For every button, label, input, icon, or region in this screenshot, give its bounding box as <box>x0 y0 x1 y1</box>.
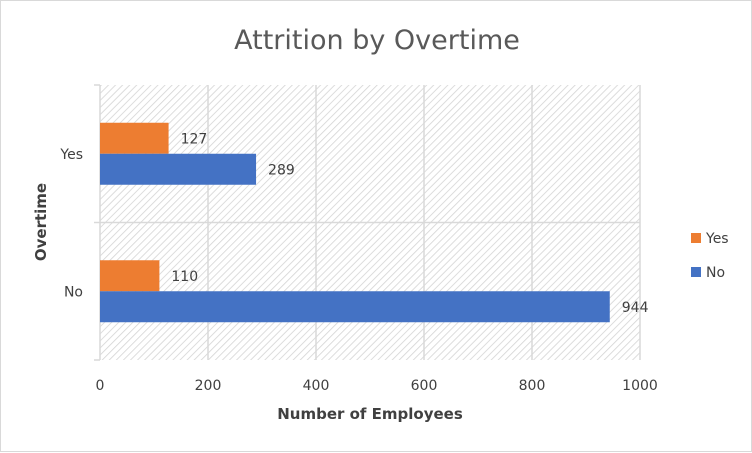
chart-title: Attrition by Overtime <box>234 25 520 56</box>
legend-label-yes: Yes <box>705 231 729 247</box>
y-tick-label: Yes <box>59 147 83 163</box>
x-tick-label: 800 <box>519 378 546 394</box>
bar-no <box>100 291 610 323</box>
bar-no <box>100 153 257 185</box>
x-tick-label: 1000 <box>622 378 658 394</box>
y-axis-title: Overtime <box>32 183 50 261</box>
bar-yes <box>100 122 169 154</box>
plot-area: 0 200 400 600 800 1000 No 110 944 Yes 127 289 <box>59 84 658 394</box>
x-tick-label: 600 <box>411 378 438 394</box>
legend-swatch-no <box>691 267 701 277</box>
x-tick-label: 0 <box>96 378 105 394</box>
data-label: 944 <box>622 300 649 316</box>
data-label: 127 <box>181 131 208 147</box>
data-label: 289 <box>268 162 295 178</box>
x-tick-label: 200 <box>195 378 222 394</box>
legend-swatch-yes <box>691 233 701 243</box>
x-axis-title: Number of Employees <box>277 405 463 423</box>
y-tick-label: No <box>64 284 83 300</box>
legend-label-no: No <box>706 265 725 281</box>
bar-yes <box>100 260 160 292</box>
data-label: 110 <box>171 269 198 285</box>
x-tick-label: 400 <box>303 378 330 394</box>
legend: Yes No <box>691 231 729 281</box>
